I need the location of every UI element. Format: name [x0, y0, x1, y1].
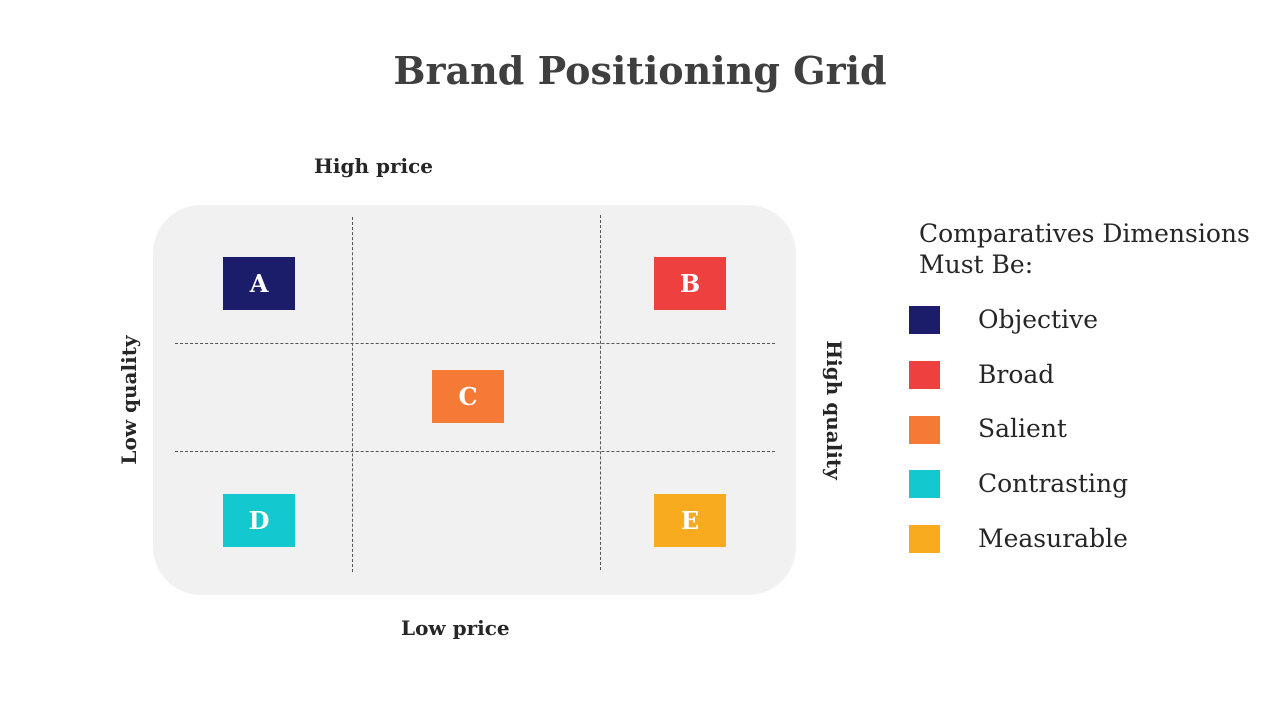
legend-swatch-broad: [909, 361, 940, 389]
legend-label-broad: Broad: [978, 360, 1055, 389]
axis-label-high-price: High price: [314, 154, 434, 178]
legend-swatch-contrasting: [909, 470, 940, 498]
legend-label-contrasting: Contrasting: [978, 469, 1129, 498]
legend-swatch-objective: [909, 306, 940, 334]
brand-box-a: A: [223, 257, 295, 310]
axis-label-high-quality: High quality: [822, 340, 846, 480]
brand-box-c: C: [432, 370, 504, 423]
grid-divider-vertical-left: [352, 217, 353, 572]
axis-label-low-price: Low price: [401, 616, 510, 640]
legend-label-measurable: Measurable: [978, 524, 1128, 553]
slide-title: Brand Positioning Grid: [393, 48, 887, 93]
brand-box-e: E: [654, 494, 726, 547]
brand-box-d: D: [223, 494, 295, 547]
legend-label-salient: Salient: [978, 414, 1067, 443]
legend-title: Comparatives Dimensions Must Be:: [919, 218, 1259, 280]
legend-title-line-2: Must Be:: [919, 250, 1034, 279]
grid-divider-vertical-right: [600, 215, 601, 570]
grid-divider-horizontal-top: [175, 343, 775, 344]
brand-box-b: B: [654, 257, 726, 310]
axis-label-low-quality: Low quality: [117, 335, 141, 465]
legend-label-objective: Objective: [978, 305, 1099, 334]
grid-divider-horizontal-bottom: [175, 451, 775, 452]
legend-title-line-1: Comparatives Dimensions: [919, 219, 1250, 248]
legend-swatch-measurable: [909, 525, 940, 553]
legend-swatch-salient: [909, 416, 940, 444]
